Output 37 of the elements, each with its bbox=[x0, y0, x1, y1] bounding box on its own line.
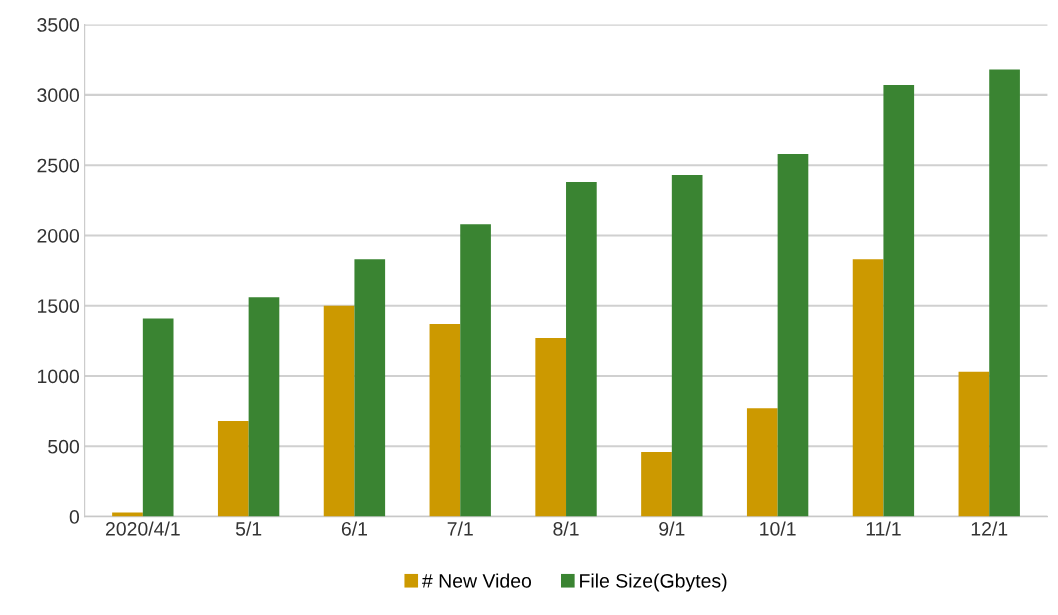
bar bbox=[777, 153, 809, 517]
bar bbox=[883, 85, 915, 517]
x-tick-label: 6/1 bbox=[341, 521, 367, 536]
bar bbox=[671, 175, 703, 517]
bar bbox=[323, 305, 355, 517]
bar bbox=[142, 318, 174, 517]
bar bbox=[566, 182, 597, 517]
y-tick-label: 3000 bbox=[37, 88, 80, 103]
x-tick-label: 9/1 bbox=[659, 521, 685, 536]
x-tick-label: 11/1 bbox=[866, 521, 901, 536]
y-tick-label: 3500 bbox=[37, 18, 80, 32]
bar bbox=[112, 512, 143, 517]
legend-label: File Size(Gbytes) bbox=[580, 573, 727, 592]
x-tick-label: 10/1 bbox=[760, 521, 796, 536]
y-tick-label: 0 bbox=[69, 510, 80, 524]
bar bbox=[852, 259, 884, 517]
y-tick-label: 500 bbox=[48, 439, 80, 454]
bar bbox=[535, 338, 567, 517]
bar bbox=[989, 69, 1020, 517]
y-tick-label: 2000 bbox=[37, 228, 80, 243]
y-tick-label: 1000 bbox=[38, 369, 80, 384]
x-tick-label: 8/1 bbox=[553, 521, 579, 536]
x-tick-label: 5/1 bbox=[235, 521, 262, 536]
bar bbox=[641, 451, 672, 517]
bar bbox=[746, 408, 778, 517]
bar bbox=[248, 297, 280, 517]
bar bbox=[958, 371, 990, 517]
bar bbox=[217, 421, 249, 517]
bar bbox=[460, 224, 491, 517]
legend-label: # New Video bbox=[422, 573, 532, 588]
bar bbox=[429, 324, 461, 517]
bar bbox=[354, 259, 386, 517]
y-tick-label: 1500 bbox=[38, 299, 80, 313]
y-tick-label: 2500 bbox=[37, 158, 80, 173]
x-tick-label: 12/1 bbox=[971, 521, 1008, 536]
x-tick-label: 2020/4/1 bbox=[105, 521, 180, 536]
x-tick-label: 7/1 bbox=[447, 521, 473, 536]
